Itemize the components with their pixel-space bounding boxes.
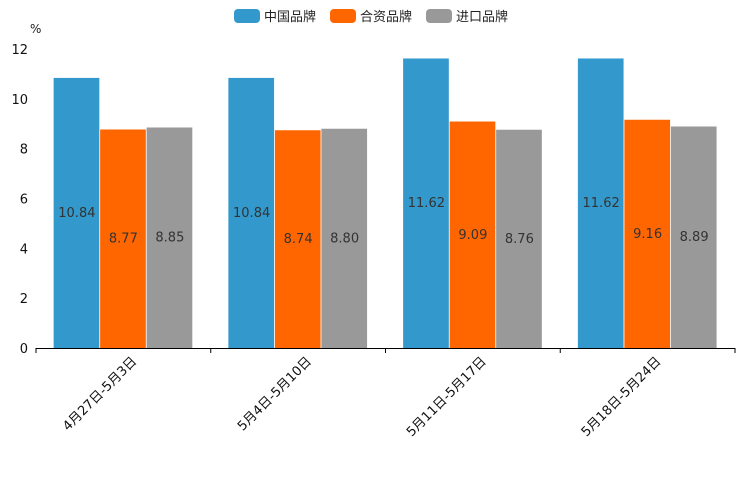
data-label-2-1: 8.77 [109, 232, 138, 247]
y-axis: 0 2 4 6 8 10 12 [11, 43, 28, 357]
legend-label-2[interactable]: 合资品牌 [360, 9, 412, 25]
y-tick-label: 6 [20, 193, 28, 208]
bar-1-4[interactable] [577, 58, 624, 349]
data-label-1-4: 11.62 [583, 196, 620, 211]
y-tick-label: 4 [20, 242, 28, 257]
bars [53, 58, 717, 349]
data-label-1-3: 11.62 [408, 196, 445, 211]
data-label-1-2: 10.84 [233, 206, 270, 221]
legend-label-3[interactable]: 进口品牌 [456, 9, 508, 25]
x-category-label: 4月27日-5月3日 [60, 354, 140, 434]
bar-1-2[interactable] [228, 77, 275, 349]
bar-2-3[interactable] [449, 121, 496, 348]
data-label-3-4: 8.89 [680, 230, 709, 245]
y-tick-label: 2 [20, 292, 28, 307]
y-tick-label: 12 [11, 43, 28, 58]
data-label-3-2: 8.80 [330, 231, 359, 246]
data-label-2-3: 9.09 [458, 228, 487, 243]
x-category-label: 5月11日-5月17日 [404, 354, 490, 440]
data-label-3-1: 8.85 [155, 231, 184, 246]
legend-label-1[interactable]: 中国品牌 [264, 9, 316, 25]
bar-1-1[interactable] [53, 77, 100, 349]
bar-2-4[interactable] [624, 119, 671, 348]
legend-swatch-1[interactable] [234, 9, 260, 23]
y-tick-label: 0 [20, 342, 28, 357]
legend: 中国品牌 合资品牌 进口品牌 [234, 9, 508, 25]
x-category-label: 5月4日-5月10日 [235, 354, 315, 434]
legend-swatch-2[interactable] [330, 9, 356, 23]
bar-3-1[interactable] [146, 127, 193, 348]
y-tick-label: 8 [20, 143, 28, 158]
bar-2-1[interactable] [100, 129, 146, 348]
data-label-1-1: 10.84 [58, 206, 95, 221]
data-labels: 10.84 8.77 8.85 10.84 8.74 8.80 11.62 9.09 8.76 1… [58, 196, 708, 247]
bar-3-2[interactable] [321, 128, 368, 348]
bar-3-4[interactable] [670, 126, 717, 348]
data-label-2-4: 9.16 [633, 227, 662, 242]
legend-swatch-3[interactable] [426, 9, 452, 23]
bar-2-2[interactable] [274, 130, 321, 348]
y-axis-unit: % [30, 22, 41, 36]
data-label-2-2: 8.74 [284, 232, 313, 247]
x-axis: 4月27日-5月3日 5月4日-5月10日 5月11日-5月17日 5月18日-5月2… [35, 348, 736, 440]
x-category-label: 5月18日-5月24日 [579, 354, 665, 440]
bar-3-3[interactable] [496, 129, 542, 348]
bar-1-3[interactable] [403, 58, 449, 349]
data-label-3-3: 8.76 [505, 232, 534, 247]
y-tick-label: 10 [11, 93, 28, 108]
